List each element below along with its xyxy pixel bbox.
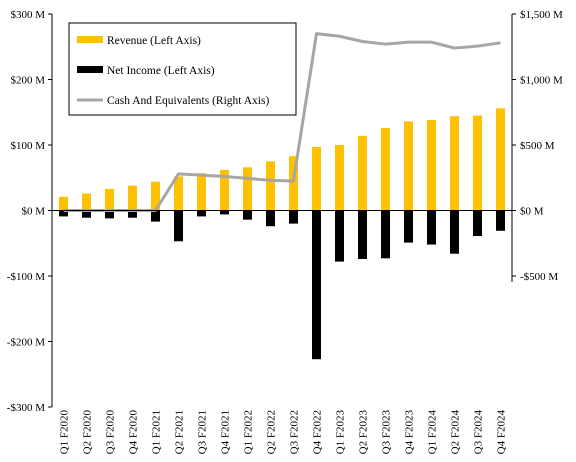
right-tick-label: $500 M	[520, 140, 555, 152]
x-axis-ticks: Q1 F2020 Q2 F2020 Q3 F2020 Q4 F2020 Q1 F2021…	[59, 410, 508, 455]
x-tick-label: Q1 F2021	[151, 410, 163, 454]
net-income-bar-3	[105, 210, 114, 219]
revenue-bar-2	[82, 193, 91, 211]
net-income-bar-20	[496, 210, 505, 231]
revenue-bar-5	[151, 181, 160, 211]
legend-box	[68, 22, 297, 116]
net-income-bar-17	[427, 210, 436, 245]
revenue-bar-20	[496, 108, 505, 211]
x-tick-label: Q4 F2020	[128, 410, 140, 455]
right-tick-label: $1,000 M	[520, 75, 563, 87]
x-tick-label: Q1 F2022	[243, 410, 255, 454]
x-tick-label: Q4 F2022	[312, 410, 324, 454]
revenue-bar-3	[105, 188, 114, 211]
revenue-bar-11	[289, 156, 298, 211]
left-tick-label: -$200 M	[7, 337, 45, 349]
left-tick-label: $300 M	[10, 9, 45, 21]
legend: Revenue (Left Axis) Net Income (Left Axi…	[68, 22, 297, 116]
x-tick-label: Q3 F2022	[289, 410, 301, 454]
net-income-bar-4	[128, 210, 137, 218]
legend-label-net-income: Net Income (Left Axis)	[107, 65, 215, 77]
net-income-bar-6	[174, 210, 183, 242]
x-tick-label: Q1 F2023	[335, 410, 347, 455]
revenue-bar-6	[174, 176, 183, 211]
left-axis-ticks: $300 M $200 M $100 M $0 M -$100 M -$200 M -$30…	[7, 9, 52, 414]
x-tick-label: Q3 F2024	[473, 410, 485, 455]
revenue-bar-19	[473, 115, 482, 211]
net-income-bar-8	[220, 210, 229, 215]
net-income-bar-14	[358, 210, 367, 259]
legend-swatch-revenue	[77, 36, 103, 43]
revenue-bar-18	[450, 116, 459, 211]
right-tick-label: -$500 M	[520, 271, 558, 283]
net-income-bar-19	[473, 210, 482, 237]
bars-layer	[59, 108, 505, 360]
legend-label-revenue: Revenue (Left Axis)	[107, 35, 201, 47]
x-tick-label: Q1 F2024	[427, 410, 439, 455]
net-income-bar-5	[151, 210, 160, 222]
revenue-bar-4	[128, 185, 137, 211]
net-income-bar-16	[404, 210, 413, 243]
revenue-bar-16	[404, 121, 413, 211]
x-tick-label: Q3 F2023	[381, 410, 393, 455]
x-tick-label: Q4 F2021	[220, 410, 232, 454]
revenue-bar-9	[243, 167, 252, 211]
legend-label-cash: Cash And Equivalents (Right Axis)	[107, 95, 269, 107]
revenue-bar-13	[335, 145, 344, 211]
revenue-bar-17	[427, 120, 436, 211]
right-tick-label: $1,500 M	[520, 9, 563, 21]
net-income-bar-18	[450, 210, 459, 254]
x-tick-label: Q2 F2022	[266, 410, 278, 454]
legend-swatch-net-income	[77, 66, 103, 73]
x-tick-label: Q4 F2023	[404, 410, 416, 455]
net-income-bar-15	[381, 210, 390, 259]
left-tick-label: $100 M	[10, 140, 45, 152]
x-tick-label: Q2 F2024	[450, 410, 462, 455]
x-tick-label: Q2 F2021	[174, 410, 186, 454]
net-income-bar-10	[266, 210, 275, 227]
revenue-bar-8	[220, 169, 229, 211]
left-tick-label: $200 M	[10, 75, 45, 87]
net-income-bar-2	[82, 210, 91, 218]
x-tick-label: Q1 F2020	[59, 410, 71, 455]
revenue-bar-15	[381, 127, 390, 211]
net-income-bar-11	[289, 210, 298, 224]
revenue-bar-1	[59, 196, 68, 211]
net-income-bar-7	[197, 210, 206, 217]
net-income-bar-12	[312, 210, 321, 360]
revenue-bar-12	[312, 146, 321, 211]
x-tick-label: Q2 F2023	[358, 410, 370, 455]
revenue-bar-14	[358, 135, 367, 211]
revenue-bar-7	[197, 173, 206, 211]
net-income-bar-13	[335, 210, 344, 262]
x-tick-label: Q3 F2021	[197, 410, 209, 454]
net-income-bar-1	[59, 210, 68, 217]
x-tick-label: Q4 F2024	[496, 410, 508, 455]
revenue-bar-10	[266, 161, 275, 211]
left-tick-label: -$300 M	[7, 402, 45, 414]
x-tick-label: Q2 F2020	[82, 410, 94, 455]
left-tick-label: -$100 M	[7, 271, 45, 283]
x-tick-label: Q3 F2020	[105, 410, 117, 455]
net-income-bar-9	[243, 210, 252, 220]
right-tick-label: $0 M	[520, 206, 544, 218]
left-tick-label: $0 M	[21, 206, 45, 218]
right-axis-ticks: $1,500 M $1,000 M $500 M $0 M -$500 M	[512, 9, 563, 283]
